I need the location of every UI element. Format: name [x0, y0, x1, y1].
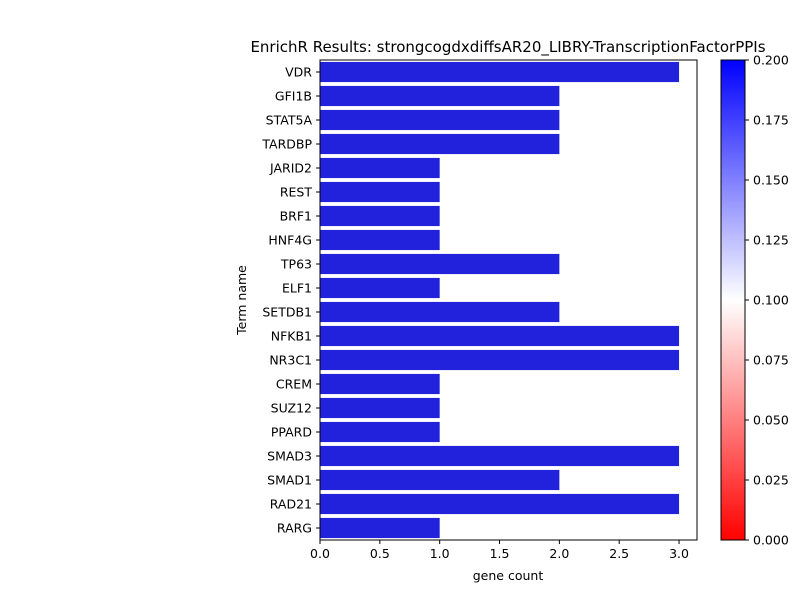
y-axis-ticks: VDR GFI1B STAT5A TARDBP JARID2 REST BRF1 HNF4G T… — [261, 65, 320, 536]
y-tick-label: REST — [280, 185, 313, 200]
bars-group — [320, 61, 680, 539]
y-tick-label: BRF1 — [280, 209, 312, 224]
bar-vdr — [320, 61, 680, 83]
colorbar-tick-label: 0.175 — [753, 113, 789, 128]
colorbar-tick-label: 0.025 — [753, 473, 789, 488]
y-tick-label: SMAD3 — [267, 449, 312, 464]
x-axis-title: gene count — [473, 568, 544, 583]
bar-smad1 — [320, 469, 560, 491]
bar-suz12 — [320, 397, 440, 419]
y-tick-label: ELF1 — [282, 281, 312, 296]
x-tick-label: 2.0 — [549, 546, 569, 561]
colorbar-tick-label: 0.075 — [753, 353, 789, 368]
y-tick-label: SMAD1 — [267, 473, 312, 488]
colorbar-tick-label: 0.150 — [753, 173, 789, 188]
y-tick-label: CREM — [276, 377, 312, 392]
y-tick-label: RARG — [277, 521, 312, 536]
y-tick-label: HNF4G — [268, 233, 312, 248]
bar-nr3c1 — [320, 349, 680, 371]
bar-crem — [320, 373, 440, 395]
y-tick-label: STAT5A — [266, 113, 313, 128]
y-tick-label: GFI1B — [275, 89, 312, 104]
bar-jarid2 — [320, 157, 440, 179]
y-tick-label: JARID2 — [269, 161, 312, 176]
colorbar — [720, 59, 746, 541]
y-tick-label: SETDB1 — [262, 305, 312, 320]
bar-nfkb1 — [320, 325, 680, 347]
colorbar-ticks: 0.000 0.025 0.050 0.075 0.100 0.125 0.150 0.175… — [745, 53, 789, 548]
colorbar-tick-label: 0.000 — [753, 533, 789, 548]
y-tick-label: TARDBP — [261, 137, 312, 152]
bar-gfi1b — [320, 85, 560, 107]
y-tick-label: NR3C1 — [269, 353, 312, 368]
y-tick-label: TP63 — [280, 257, 312, 272]
bar-ppard — [320, 421, 440, 443]
y-axis-title: Term name — [234, 265, 249, 336]
x-axis-ticks: 0.0 0.5 1.0 1.5 2.0 2.5 3.0 — [310, 540, 689, 561]
bar-stat5a — [320, 109, 560, 131]
bar-brf1 — [320, 205, 440, 227]
y-tick-label: SUZ12 — [271, 401, 312, 416]
x-tick-label: 1.5 — [490, 546, 510, 561]
colorbar-tick-label: 0.200 — [753, 53, 789, 68]
x-tick-label: 2.5 — [609, 546, 629, 561]
bar-setdb1 — [320, 301, 560, 323]
bar-rarg — [320, 517, 440, 539]
bar-rad21 — [320, 493, 680, 515]
bar-tp63 — [320, 253, 560, 275]
x-tick-label: 0.5 — [370, 546, 390, 561]
chart-title: EnrichR Results: strongcogdxdiffsAR20_LI… — [250, 38, 765, 57]
y-tick-label: RAD21 — [270, 497, 312, 512]
y-tick-label: PPARD — [271, 425, 312, 440]
bar-hnf4g — [320, 229, 440, 251]
x-tick-label: 0.0 — [310, 546, 330, 561]
bar-tardbp — [320, 133, 560, 155]
bar-elf1 — [320, 277, 440, 299]
y-tick-label: VDR — [285, 65, 312, 80]
bar-rest — [320, 181, 440, 203]
colorbar-tick-label: 0.125 — [753, 233, 789, 248]
plot-frame — [319, 59, 698, 541]
x-tick-label: 3.0 — [669, 546, 689, 561]
bar-smad3 — [320, 445, 680, 467]
x-tick-label: 1.0 — [430, 546, 450, 561]
y-tick-label: NFKB1 — [271, 329, 312, 344]
colorbar-tick-label: 0.050 — [753, 413, 789, 428]
colorbar-tick-label: 0.100 — [753, 293, 789, 308]
